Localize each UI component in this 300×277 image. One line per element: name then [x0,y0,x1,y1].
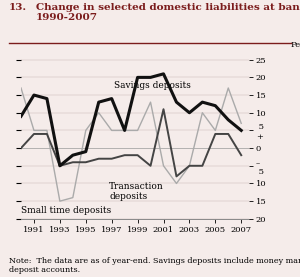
Text: Small time deposits: Small time deposits [21,206,111,216]
Text: Note:  The data are as of year-end. Savings deposits include money market
deposi: Note: The data are as of year-end. Savin… [9,257,300,274]
Text: 13.: 13. [9,3,27,12]
Text: Change in selected domestic liabilities at banks,
1990-2007: Change in selected domestic liabilities … [36,3,300,22]
Y-axis label: Percent: Percent [290,41,300,49]
Text: Savings deposits: Savings deposits [114,81,191,90]
Text: Transaction
deposits: Transaction deposits [109,182,164,201]
